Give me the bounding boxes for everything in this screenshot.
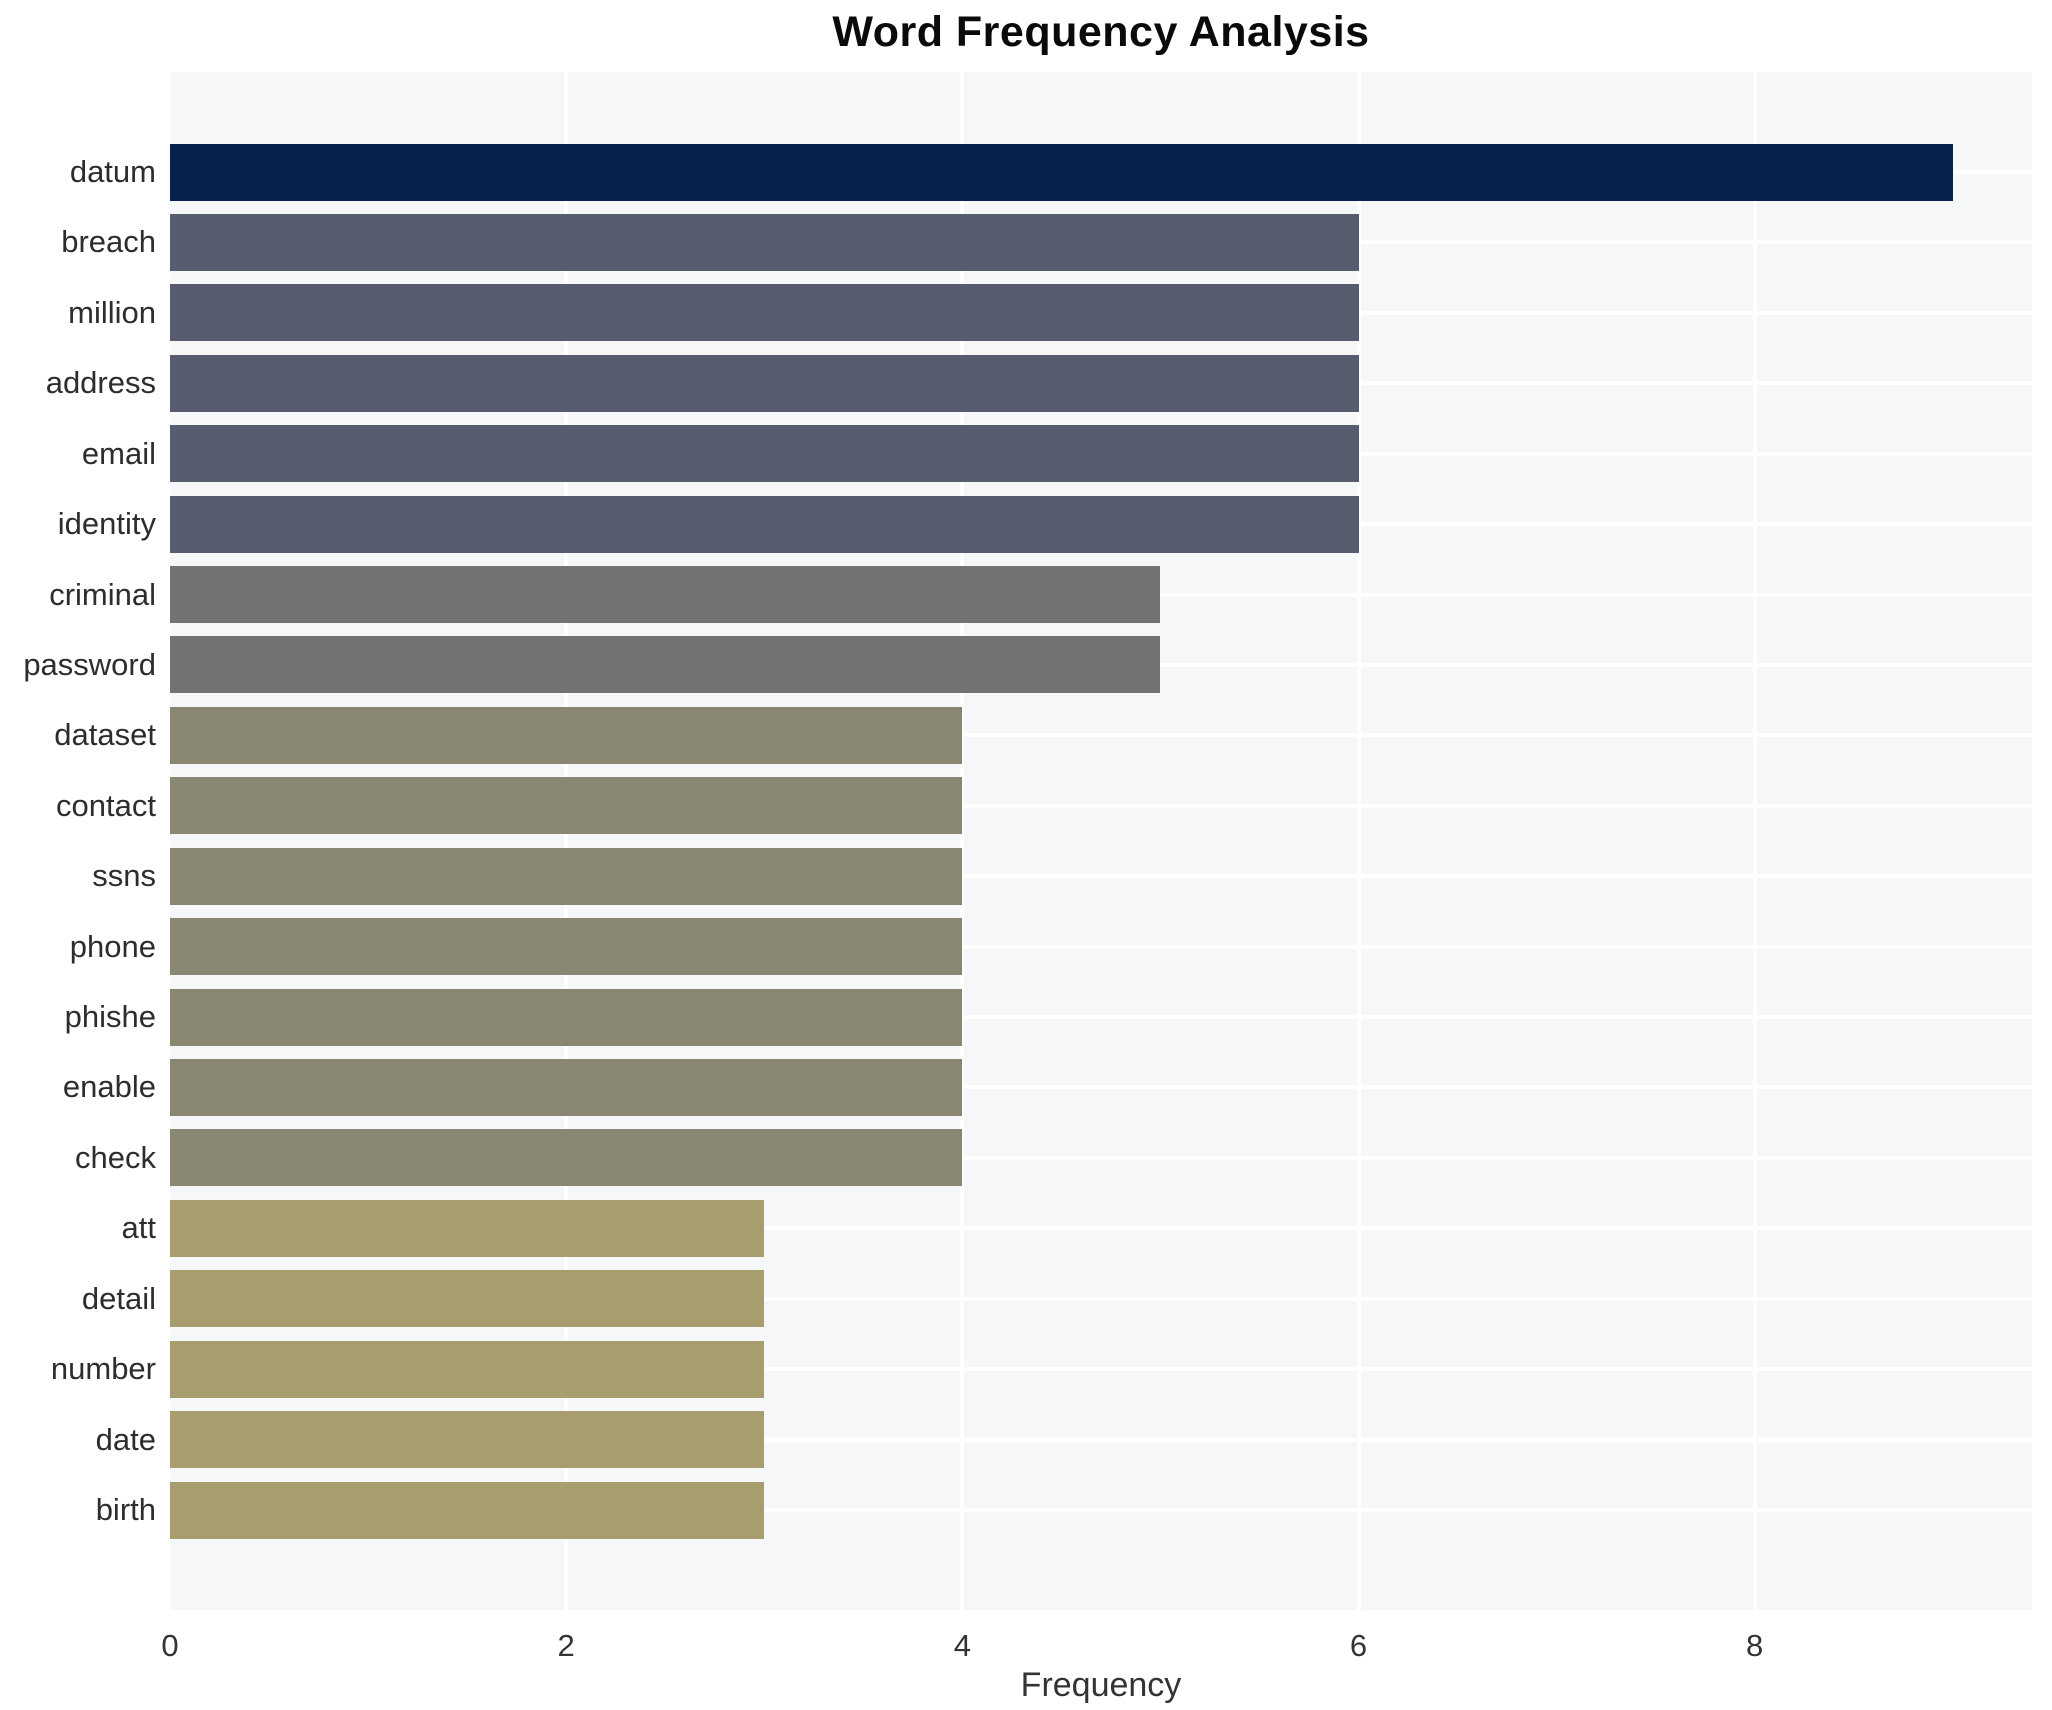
- category-label-dataset: dataset: [54, 717, 156, 753]
- gridline-horizontal: [170, 1085, 2032, 1090]
- bar-email: [170, 425, 1359, 483]
- category-label-phishe: phishe: [64, 999, 156, 1035]
- category-label-check: check: [75, 1139, 156, 1175]
- bar-enable: [170, 1058, 963, 1116]
- chart-title: Word Frequency Analysis: [832, 8, 1370, 56]
- category-label-identity: identity: [57, 506, 156, 542]
- bar-detail: [170, 1270, 765, 1328]
- gridline-horizontal: [170, 1226, 2032, 1231]
- bar-date: [170, 1411, 765, 1469]
- x-tick-4: 4: [953, 1628, 971, 1663]
- bar-datum: [170, 143, 1953, 201]
- x-tick-0: 0: [161, 1628, 179, 1663]
- gridline-vertical: [1752, 72, 1757, 1610]
- category-label-breach: breach: [61, 224, 156, 260]
- category-label-phone: phone: [69, 928, 156, 964]
- category-label-birth: birth: [95, 1492, 156, 1527]
- gridline-vertical: [564, 72, 569, 1610]
- bar-ssns: [170, 847, 963, 905]
- gridline-vertical: [960, 72, 965, 1610]
- plot-area: [170, 72, 2032, 1610]
- gridline-horizontal: [170, 1437, 2032, 1442]
- gridline-horizontal: [170, 1508, 2032, 1512]
- bar-att: [170, 1199, 765, 1257]
- gridline-horizontal: [170, 803, 2032, 808]
- category-label-ssns: ssns: [92, 858, 156, 894]
- x-axis-title: Frequency: [1020, 1666, 1182, 1704]
- category-label-number: number: [50, 1351, 156, 1387]
- x-tick-6: 6: [1349, 1628, 1368, 1663]
- bar-number: [170, 1340, 765, 1398]
- gridline-horizontal: [170, 733, 2032, 738]
- bar-criminal: [170, 566, 1161, 624]
- category-label-contact: contact: [56, 787, 156, 823]
- gridline-horizontal: [170, 1367, 2032, 1372]
- bar-contact: [170, 777, 963, 835]
- category-label-address: address: [45, 365, 156, 401]
- x-tick-2: 2: [557, 1628, 575, 1663]
- bar-million: [170, 284, 1359, 342]
- bar-dataset: [170, 706, 963, 764]
- bar-phishe: [170, 988, 963, 1046]
- category-label-email: email: [81, 435, 156, 471]
- bar-password: [170, 636, 1161, 694]
- category-label-datum: datum: [69, 154, 156, 189]
- gridline-vertical: [1356, 72, 1361, 1610]
- gridline-horizontal: [170, 944, 2032, 949]
- bar-phone: [170, 918, 963, 976]
- gridline-horizontal: [170, 1155, 2032, 1160]
- category-label-million: million: [68, 294, 156, 330]
- category-label-att: att: [121, 1210, 156, 1246]
- bar-identity: [170, 495, 1359, 553]
- category-label-enable: enable: [62, 1069, 156, 1105]
- category-label-criminal: criminal: [49, 576, 156, 612]
- bar-birth: [170, 1481, 765, 1539]
- gridline-horizontal: [170, 874, 2032, 879]
- category-label-password: password: [23, 646, 156, 682]
- gridline-horizontal: [170, 1296, 2032, 1301]
- category-label-detail: detail: [81, 1280, 156, 1316]
- bar-check: [170, 1129, 963, 1187]
- bar-address: [170, 354, 1359, 412]
- gridline-horizontal: [170, 1015, 2032, 1020]
- category-label-date: date: [95, 1421, 156, 1457]
- bar-breach: [170, 213, 1359, 271]
- x-tick-8: 8: [1746, 1628, 1764, 1663]
